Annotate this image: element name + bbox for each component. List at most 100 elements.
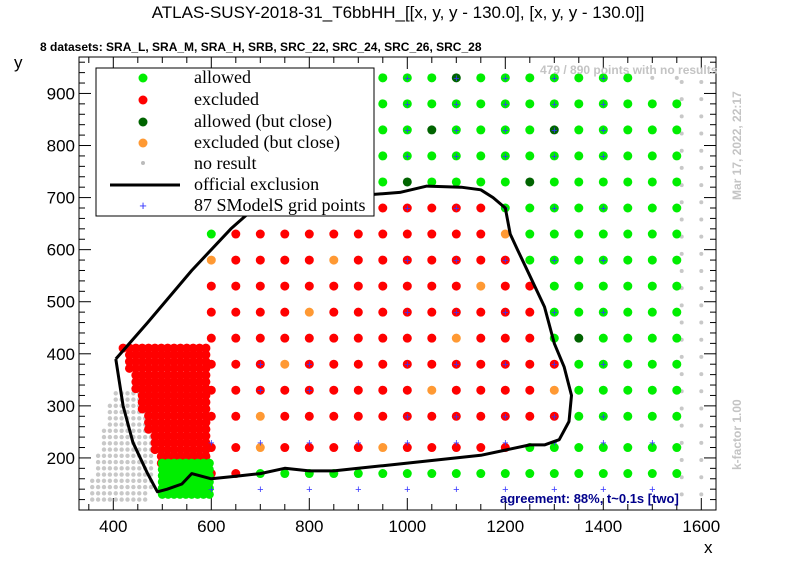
grid-point-cross: + xyxy=(600,203,606,215)
excluded-point xyxy=(402,203,412,213)
excluded-point xyxy=(188,350,198,360)
chart-title: ATLAS-SUSY-2018-31_T6bbHH_[[x, y, y - 13… xyxy=(152,3,645,22)
no-result-point xyxy=(113,497,118,502)
grid-point-cross: + xyxy=(502,125,508,137)
grid-point-cross: + xyxy=(453,411,459,423)
excluded-point xyxy=(500,385,510,395)
excluded-point xyxy=(231,307,241,317)
excluded-point xyxy=(525,359,535,369)
excluded-point xyxy=(329,443,339,453)
excluded-point xyxy=(201,377,211,387)
excluded-point xyxy=(378,203,388,213)
no-result-point xyxy=(95,497,101,502)
excluded-point xyxy=(156,343,166,353)
excluded-point xyxy=(195,390,205,400)
no-result-point xyxy=(142,447,148,452)
excluded-point xyxy=(156,350,166,360)
excluded-point xyxy=(131,370,141,380)
no-result-point xyxy=(699,183,704,188)
excluded-point xyxy=(476,443,486,453)
x-tick-label: 1200 xyxy=(486,517,524,536)
excluded-point xyxy=(188,384,198,394)
no-result-point xyxy=(107,484,113,490)
excluded-point xyxy=(201,418,211,428)
allowed-point xyxy=(378,469,388,479)
no-result-point xyxy=(90,478,95,484)
grid-point-cross: + xyxy=(600,125,606,137)
excluded-point xyxy=(144,343,154,353)
no-result-point xyxy=(679,217,684,222)
excluded-point xyxy=(169,418,179,428)
legend-excluded-label: excluded xyxy=(194,89,259,109)
excluded-point xyxy=(304,443,314,453)
no-result-point xyxy=(679,423,684,428)
no-result-point xyxy=(699,234,704,239)
x-tick-label: 600 xyxy=(197,517,225,536)
no-result-point xyxy=(699,354,704,359)
allowed-point xyxy=(549,255,559,265)
excluded-point xyxy=(451,443,461,453)
allowed-point xyxy=(549,203,559,213)
excluded-point xyxy=(169,377,179,387)
allowed-point xyxy=(427,469,437,479)
excluded-point xyxy=(188,370,198,380)
grid-point-cross: + xyxy=(502,359,508,371)
allowed-point xyxy=(647,255,657,265)
no-result-point xyxy=(148,459,154,465)
allowed-point xyxy=(378,151,388,161)
excluded-point xyxy=(378,229,388,239)
excluded-point xyxy=(195,377,205,387)
allowed-point xyxy=(206,229,216,239)
allowed-point xyxy=(647,359,657,369)
legend-excluded-close-label: excluded (but close) xyxy=(194,132,340,153)
allowed-point xyxy=(672,255,682,265)
no-result-point xyxy=(131,466,136,471)
excluded-point xyxy=(169,370,179,380)
allowed-point xyxy=(525,469,535,479)
allowed-point xyxy=(549,307,559,317)
excluded-point xyxy=(175,411,185,421)
no-result-count: 479 / 890 points with no results xyxy=(540,63,718,77)
excluded-point xyxy=(280,411,290,421)
excluded-point xyxy=(201,350,211,360)
excluded-point xyxy=(156,424,166,434)
excluded-point xyxy=(201,363,211,373)
no-result-point xyxy=(125,459,130,465)
excluded-point xyxy=(195,384,205,394)
no-result-point xyxy=(137,441,142,446)
excluded-point xyxy=(182,350,192,360)
allowed-point xyxy=(525,151,535,161)
grid-point-cross: + xyxy=(306,484,312,496)
allowed-point xyxy=(476,99,486,109)
no-result-point xyxy=(107,478,113,484)
grid-point-cross: + xyxy=(404,255,410,267)
no-result-point xyxy=(679,458,684,463)
no-result-point xyxy=(113,403,118,409)
allowed-point xyxy=(623,307,633,317)
allowed-point xyxy=(280,469,290,479)
allowed-point xyxy=(623,177,633,187)
excluded-point xyxy=(427,229,437,239)
excluded-point xyxy=(144,370,154,380)
excluded-point xyxy=(255,359,265,369)
excluded-point xyxy=(137,377,147,387)
no-result-point xyxy=(699,200,704,205)
excluded-point xyxy=(169,357,179,367)
excluded-point xyxy=(304,281,314,291)
excluded-point xyxy=(304,307,314,317)
no-result-point xyxy=(101,466,107,471)
allowed-point xyxy=(574,255,584,265)
excluded-point xyxy=(476,255,486,265)
grid-point-cross: + xyxy=(453,484,459,496)
no-result-point xyxy=(131,397,136,402)
excluded-point xyxy=(175,397,185,407)
excluded-point xyxy=(163,343,173,353)
excluded-point xyxy=(525,307,535,317)
no-result-point xyxy=(137,434,142,440)
allowed-point xyxy=(598,307,608,317)
excluded-point xyxy=(427,411,437,421)
allowed-point xyxy=(672,177,682,187)
no-result-point xyxy=(131,422,136,427)
grid-point-cross: + xyxy=(257,359,263,371)
excluded-point xyxy=(150,397,160,407)
